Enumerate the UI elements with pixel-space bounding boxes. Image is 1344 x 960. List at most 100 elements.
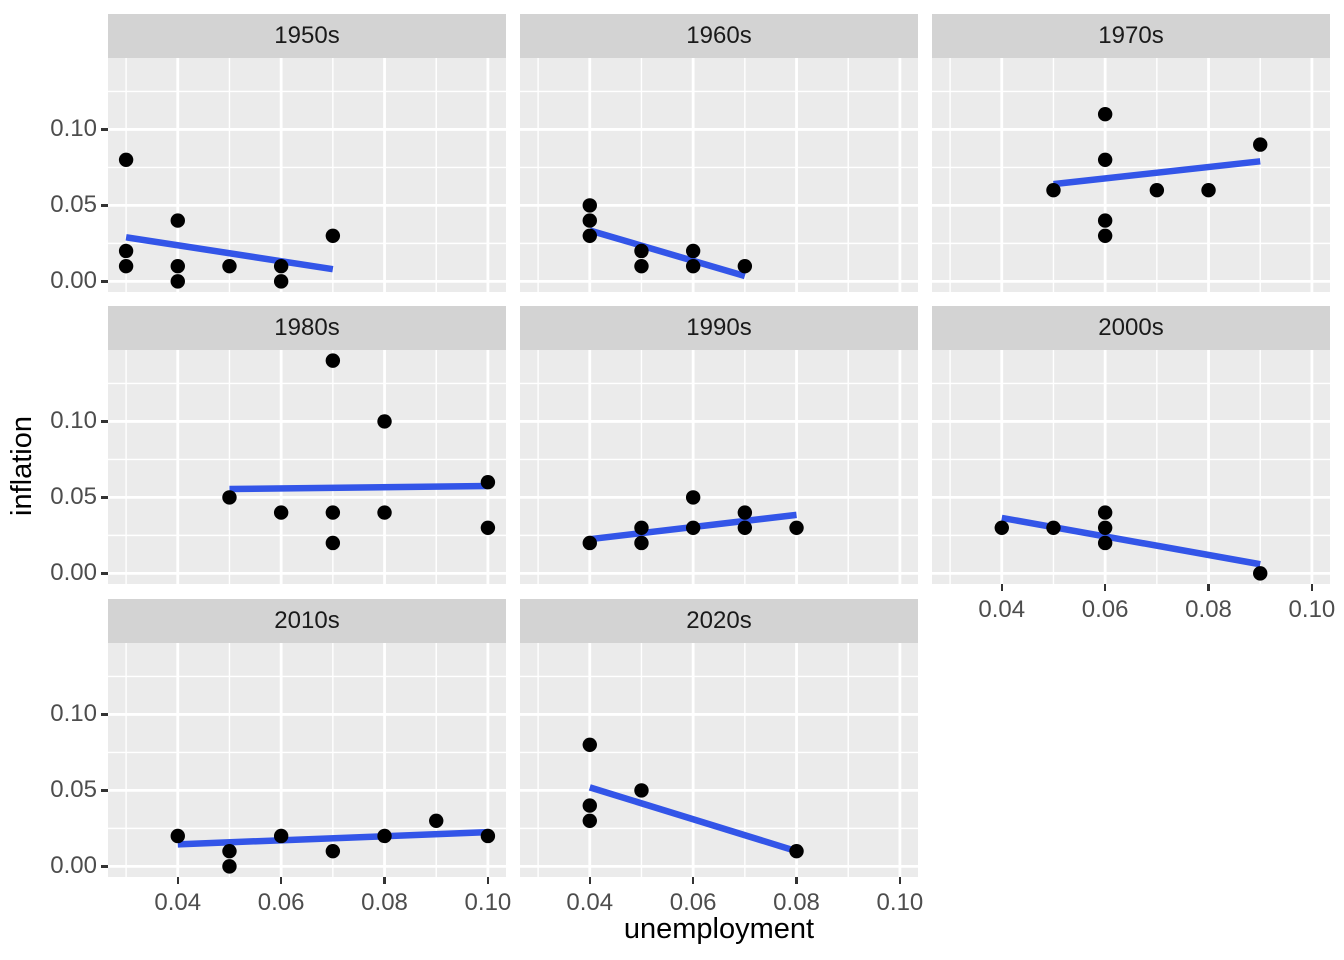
data-point (325, 505, 341, 520)
panel-plot-area (108, 58, 506, 292)
data-point (273, 828, 289, 844)
data-point (634, 243, 649, 259)
x-axis-tick-mark (898, 877, 902, 884)
x-axis-tick-label: 0.06 (257, 889, 305, 916)
y-axis-tick-label: 0.10 (50, 700, 97, 728)
y-axis-tick-label: 0.00 (50, 267, 97, 295)
y-axis-tick-mark (101, 496, 108, 499)
data-point (582, 737, 597, 753)
data-point (170, 213, 185, 228)
data-point (1253, 566, 1268, 581)
data-point (273, 274, 289, 289)
data-point (118, 258, 134, 274)
x-axis-tick-mark (795, 877, 798, 884)
facet-panel: 2010s (108, 599, 506, 877)
facet-strip-label: 2000s (1098, 314, 1164, 341)
regression-line (125, 234, 334, 273)
x-axis-tick-mark (176, 877, 179, 884)
data-point (480, 520, 496, 535)
x-axis-tick-mark (383, 877, 386, 884)
data-point (480, 828, 496, 844)
panel-plot-area (932, 58, 1330, 292)
data-point (737, 505, 753, 520)
x-axis-tick-label: 0.08 (773, 889, 820, 916)
facet-strip-label: 1970s (1098, 22, 1164, 49)
panel-plot-area (932, 350, 1330, 584)
x-axis-tick-mark (1000, 584, 1003, 591)
regression-line (1001, 514, 1261, 568)
data-point (325, 535, 341, 551)
data-point (789, 520, 804, 535)
data-point (1097, 152, 1113, 168)
facet-panel: 2020s (520, 599, 918, 877)
facet-strip-label: 2010s (274, 607, 340, 634)
data-point (634, 520, 649, 535)
data-point (377, 828, 392, 844)
data-point (582, 813, 597, 828)
data-point (170, 274, 185, 289)
data-point (1097, 505, 1113, 520)
data-point (737, 520, 753, 535)
x-axis-tick-label: 0.08 (1185, 596, 1232, 623)
y-axis-tick-label: 0.10 (50, 115, 97, 143)
data-point (685, 520, 701, 535)
x-axis-tick-label: 0.10 (464, 889, 512, 916)
data-point (1097, 107, 1113, 122)
data-point (170, 828, 185, 844)
panel-background (932, 350, 1330, 584)
y-axis-tick-label: 0.05 (50, 483, 97, 511)
x-axis-tick-label: 0.06 (669, 889, 717, 916)
data-point (634, 783, 649, 798)
facet-strip: 2000s (932, 306, 1330, 350)
facet-panel: 1990s (520, 306, 918, 584)
facet-panel: 2000s (932, 306, 1330, 584)
y-axis-tick-label: 0.05 (50, 776, 97, 804)
data-point (325, 843, 341, 859)
facet-strip-label: 2020s (686, 607, 752, 634)
data-point (685, 243, 701, 259)
x-axis-tick-mark (486, 877, 490, 884)
facet-strip: 2010s (108, 599, 506, 643)
panel-plot-area (108, 643, 506, 877)
panel-plot-area (520, 350, 918, 584)
data-point (222, 859, 237, 874)
y-axis-tick-mark (101, 572, 108, 575)
facet-panel: 1960s (520, 14, 918, 292)
y-axis-tick-mark (101, 865, 108, 868)
x-axis-tick-label: 0.04 (978, 596, 1026, 623)
x-axis-tick-label: 0.08 (361, 889, 408, 916)
data-point (582, 798, 597, 813)
facet-strip: 1980s (108, 306, 506, 350)
data-point (222, 258, 237, 274)
data-point (582, 228, 597, 243)
data-point (480, 474, 496, 490)
data-point (377, 505, 392, 520)
y-axis-title: inflation (6, 416, 38, 516)
x-axis-tick-mark (1310, 584, 1314, 591)
x-axis-tick-label: 0.10 (1288, 596, 1336, 623)
data-point (1201, 182, 1216, 198)
x-axis-tick-label: 0.06 (1081, 596, 1129, 623)
data-point (582, 213, 597, 228)
data-point (222, 490, 237, 505)
regression-line (588, 784, 798, 855)
x-axis-tick-label: 0.10 (876, 889, 924, 916)
data-point (1046, 520, 1061, 535)
x-axis-tick-label: 0.04 (154, 889, 202, 916)
facet-strip-label: 1950s (274, 22, 340, 49)
panel-plot-area (108, 350, 506, 584)
facet-panel: 1950s (108, 14, 506, 292)
regression-line (588, 227, 746, 280)
y-axis-tick-mark (101, 128, 108, 131)
panel-background (520, 350, 918, 584)
facet-strip: 1990s (520, 306, 918, 350)
data-point (1253, 137, 1268, 152)
y-axis-tick-mark (101, 713, 108, 716)
x-axis-tick-mark (1207, 584, 1210, 591)
data-point (118, 243, 134, 259)
facet-strip: 1960s (520, 14, 918, 58)
y-axis-tick-label: 0.10 (50, 407, 97, 435)
facet-strip-label: 1980s (274, 314, 340, 341)
data-point (273, 505, 289, 520)
